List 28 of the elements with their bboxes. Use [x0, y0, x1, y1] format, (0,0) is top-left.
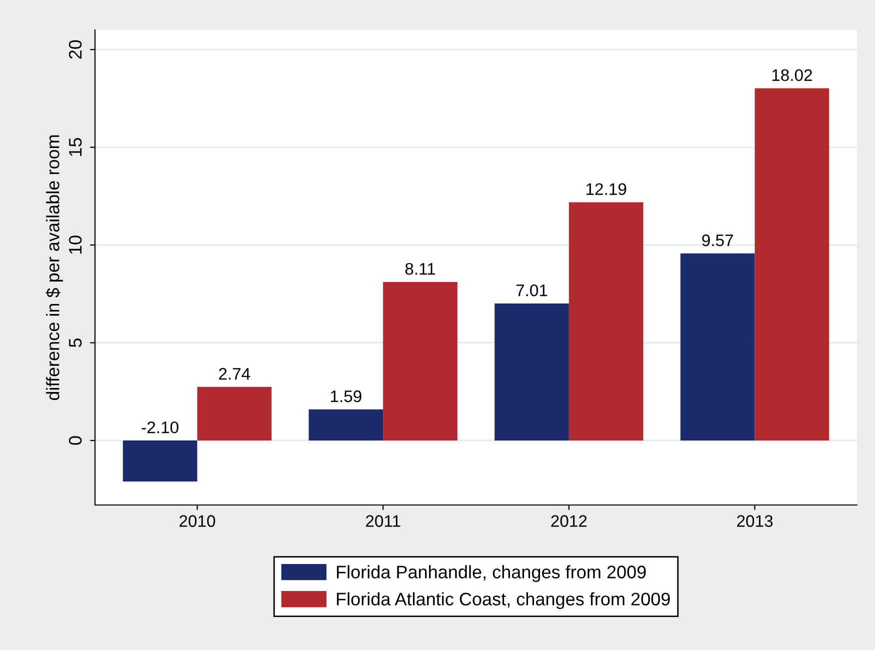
bar: [680, 253, 755, 440]
y-tick-label: 15: [69, 138, 82, 156]
legend-label: Florida Atlantic Coast, changes from 2009: [336, 592, 670, 610]
x-tick-label: 2012: [551, 515, 587, 527]
bar: [197, 386, 272, 440]
x-tick-label: 2010: [180, 515, 216, 527]
bar: [383, 282, 458, 440]
legend-label: Florida Panhandle, changes from 2009: [336, 565, 646, 582]
bar: [494, 303, 569, 440]
data-label: 1.59: [330, 390, 362, 402]
bar: [122, 440, 198, 482]
data-label: -2.10: [142, 421, 178, 434]
y-tick-label: 10: [68, 236, 82, 254]
y-tick-label: 20: [68, 40, 82, 59]
data-label: 9.57: [702, 234, 733, 246]
x-tick-label: 2011: [366, 515, 400, 527]
data-label: 12.19: [586, 183, 626, 196]
data-label: 18.02: [772, 69, 812, 82]
y-tick-label: 0: [68, 436, 82, 445]
bar: [754, 88, 830, 440]
y-tick-label: 5: [69, 338, 82, 348]
data-label: 2.74: [219, 368, 250, 380]
x-tick-label: 2013: [737, 515, 773, 527]
y-axis-title: difference in $ per available room: [46, 135, 63, 400]
bar: [308, 409, 384, 440]
data-label: 8.11: [405, 262, 436, 275]
data-label: 7.01: [516, 284, 548, 296]
bar: [568, 202, 644, 440]
